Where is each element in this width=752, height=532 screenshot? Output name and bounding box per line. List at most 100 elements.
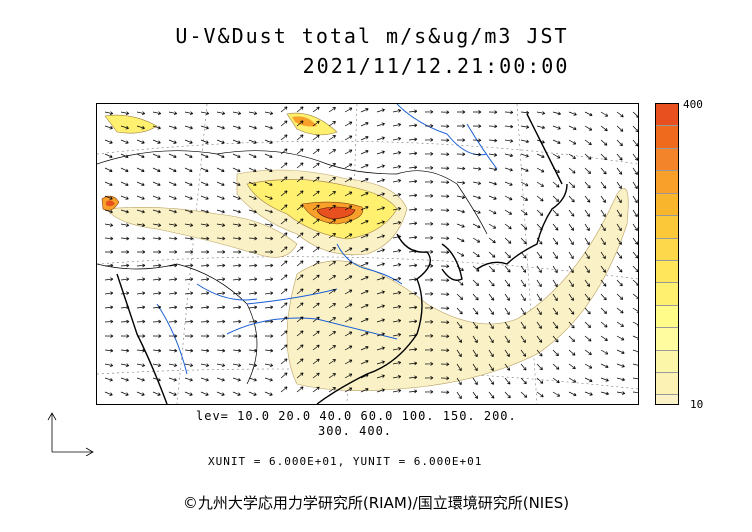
wind-arrow	[456, 124, 466, 128]
wind-arrow	[312, 162, 320, 169]
wind-arrow	[136, 391, 145, 396]
wind-arrow	[568, 265, 574, 274]
wind-arrow	[120, 334, 130, 338]
wind-arrow	[520, 195, 528, 201]
wind-arrow	[104, 319, 114, 324]
wind-arrow	[296, 372, 304, 379]
wind-arrow	[200, 139, 209, 144]
wind-arrow	[344, 387, 353, 393]
wind-arrow	[232, 391, 241, 396]
wind-arrow	[248, 167, 257, 173]
wind-arrow	[200, 305, 210, 310]
wind-arrow	[328, 191, 336, 197]
wind-arrow	[280, 106, 288, 113]
wind-arrow	[184, 181, 193, 187]
wind-arrow	[376, 150, 385, 155]
wind-arrow	[392, 235, 402, 239]
wind-arrow	[328, 247, 336, 253]
wind-arrow	[440, 138, 450, 143]
wind-arrow	[344, 177, 353, 183]
wind-arrow	[280, 176, 288, 183]
wind-arrow	[312, 288, 320, 295]
wind-arrow	[504, 307, 510, 316]
wind-arrow	[232, 209, 241, 214]
wind-arrow	[392, 305, 402, 309]
wind-arrow	[456, 265, 464, 271]
wind-arrow	[488, 307, 494, 315]
wind-arrow	[424, 278, 434, 282]
wind-arrow	[312, 232, 320, 239]
wind-arrow	[584, 139, 592, 146]
wind-arrow	[168, 319, 178, 324]
wind-arrow	[456, 223, 465, 228]
wind-arrow	[136, 125, 145, 130]
wind-arrow	[360, 388, 369, 393]
wind-arrow	[136, 377, 145, 382]
wind-arrow	[296, 274, 304, 281]
wind-arrow	[488, 195, 497, 200]
wind-arrow	[632, 321, 638, 327]
wind-arrow	[264, 334, 274, 338]
wind-arrow	[104, 263, 114, 268]
wind-arrow	[152, 125, 161, 130]
wind-arrow	[632, 377, 638, 381]
wind-arrow	[264, 195, 273, 200]
wind-arrow	[456, 195, 466, 199]
wind-arrow	[168, 139, 177, 144]
wind-arrow	[360, 234, 369, 239]
wind-arrow	[296, 204, 304, 211]
wind-arrow	[392, 375, 402, 379]
colorbar-segment	[656, 216, 678, 239]
wind-arrow	[632, 391, 638, 393]
wind-arrow	[440, 348, 450, 353]
wind-arrow	[328, 107, 336, 113]
wind-arrow	[200, 377, 209, 382]
wind-arrow	[584, 153, 592, 160]
wind-arrow	[376, 178, 385, 183]
wind-arrow	[536, 223, 543, 231]
wind-arrow	[136, 348, 146, 353]
wind-arrow	[120, 209, 129, 214]
wind-arrow	[456, 349, 462, 357]
wind-arrow	[424, 208, 434, 212]
wind-arrow	[568, 335, 575, 343]
wind-arrow	[168, 277, 178, 282]
wind-arrow	[376, 234, 385, 239]
wind-arrow	[328, 275, 336, 281]
wind-arrow	[184, 250, 194, 254]
wind-arrow	[568, 125, 577, 131]
wind-arrow	[200, 111, 210, 115]
wind-arrow	[376, 374, 385, 379]
wind-arrow	[248, 236, 258, 241]
wind-arrow	[168, 305, 178, 310]
wind-arrow	[488, 293, 495, 301]
chart-title: U-V&Dust total m/s&ug/m3 JST	[175, 24, 569, 48]
wind-arrow	[184, 363, 194, 367]
wind-arrow	[280, 302, 288, 309]
wind-arrow	[504, 223, 512, 230]
wind-arrow	[248, 139, 257, 144]
wind-arrow	[184, 195, 193, 200]
wind-arrow	[216, 139, 225, 144]
wind-arrow	[552, 363, 560, 370]
wind-arrow	[200, 125, 209, 130]
wind-arrow	[472, 391, 478, 399]
wind-arrow	[280, 372, 288, 379]
wind-arrow	[312, 386, 320, 393]
wind-arrow	[472, 363, 478, 372]
wind-arrow	[184, 153, 193, 159]
wind-arrow	[104, 195, 113, 200]
wind-arrow	[424, 138, 434, 142]
wind-arrow	[312, 134, 320, 141]
wind-arrow	[344, 289, 353, 295]
wind-arrow	[600, 391, 609, 396]
wind-arrow	[248, 363, 258, 367]
wind-arrow	[376, 290, 385, 295]
wind-arrow	[424, 194, 434, 198]
wind-arrow	[120, 125, 129, 130]
wind-arrow	[600, 195, 606, 203]
wind-arrow	[232, 125, 241, 130]
wind-arrow	[280, 344, 288, 351]
timestamp: 2021/11/12.21:00:00	[302, 54, 570, 78]
wind-arrow	[264, 263, 274, 268]
